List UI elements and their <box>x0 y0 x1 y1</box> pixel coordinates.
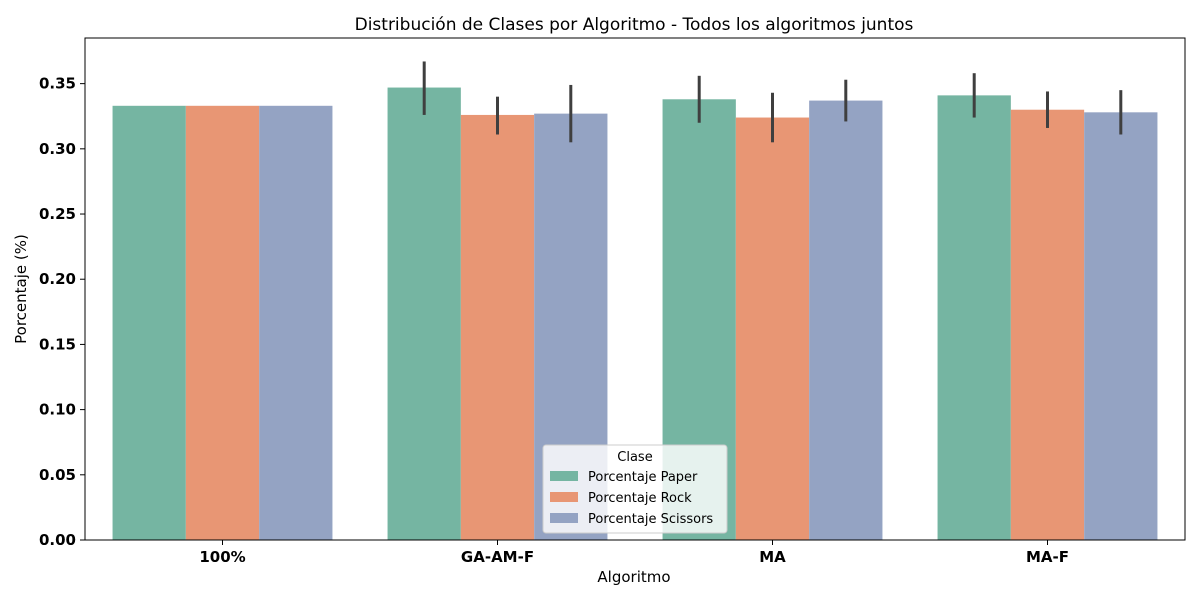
legend-entry-0: Porcentaje Paper <box>588 470 698 485</box>
legend-swatch-2 <box>550 513 578 523</box>
legend-swatch-0 <box>550 471 578 481</box>
x-tick-label: MA <box>759 548 786 566</box>
bar-0-1 <box>185 105 260 540</box>
axes-frame <box>84 37 1186 541</box>
y-axis-label: Porcentaje (%) <box>12 234 30 344</box>
legend-entry-1: Porcentaje Rock <box>588 491 692 506</box>
y-tick-label: 0.00 <box>39 531 76 549</box>
x-tick-label: 100% <box>199 548 245 566</box>
bar-1-1 <box>460 114 535 540</box>
y-tick-label: 0.15 <box>39 335 76 353</box>
chart-title: Distribución de Clases por Algoritmo - T… <box>355 15 914 35</box>
legend-swatch-1 <box>550 492 578 502</box>
x-tick-label: MA-F <box>1026 548 1069 566</box>
legend-entry-2: Porcentaje Scissors <box>588 512 713 527</box>
legend-box <box>542 444 728 534</box>
y-tick-label: 0.30 <box>39 140 76 158</box>
y-tick-label: 0.35 <box>39 75 76 93</box>
y-tick-label: 0.25 <box>39 205 76 223</box>
x-axis-label: Algoritmo <box>597 568 670 586</box>
bar-3-0 <box>937 95 1011 540</box>
y-tick-label: 0.10 <box>39 401 76 419</box>
legend-title: Clase <box>617 450 652 465</box>
bar-0-2 <box>259 105 333 540</box>
y-tick-label: 0.05 <box>39 466 76 484</box>
bar-3-1 <box>1010 109 1085 540</box>
x-tick-label: GA-AM-F <box>461 548 534 566</box>
bar-0-0 <box>112 105 186 540</box>
y-tick-label: 0.20 <box>39 270 76 288</box>
bar-2-2 <box>809 100 883 541</box>
bar-2-1 <box>735 117 810 540</box>
bar-3-2 <box>1084 112 1158 540</box>
bar-1-0 <box>387 87 461 541</box>
legend: Clase Porcentaje Paper Porcentaje Rock Porc… <box>542 444 728 534</box>
